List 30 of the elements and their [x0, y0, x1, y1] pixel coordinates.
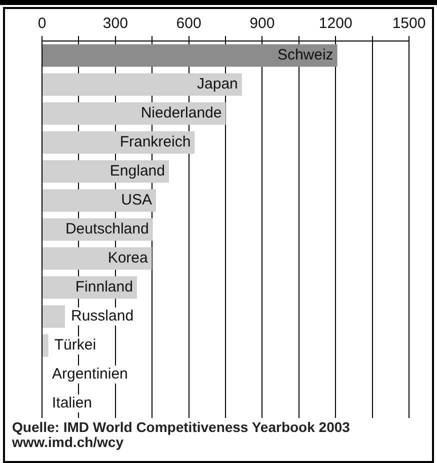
bar: [42, 334, 48, 357]
y-tick-label: Korea: [108, 250, 149, 267]
bar: [42, 73, 242, 96]
bar: [42, 247, 152, 270]
text: www.imd.ch/wcy: [12, 434, 125, 450]
bar: [42, 160, 169, 183]
x-tick-label: 900: [250, 15, 275, 32]
y-tick-label: England: [110, 162, 165, 180]
y-tick-label: Japan: [197, 76, 238, 93]
bar: [42, 44, 338, 67]
y-tick-label: Niederlande: [140, 104, 222, 122]
y-tick-label: Italien: [52, 394, 92, 412]
y-tick-label: Deutschland: [65, 220, 149, 238]
x-tick-label: 1200: [318, 15, 352, 32]
x-tick-label: 0: [38, 15, 46, 32]
source-note: Quelle: IMD World Competitiveness Yearbook 2003: [12, 419, 350, 435]
y-tick-label: Schweiz: [277, 46, 334, 64]
y-tick-label: Russland: [71, 308, 134, 325]
bar: [42, 131, 195, 154]
x-tick-label: 300: [102, 15, 128, 32]
x-tick-label: 1500: [392, 15, 426, 32]
bar: [42, 102, 226, 125]
y-tick-label: Frankreich: [120, 134, 191, 151]
bar: [42, 189, 156, 212]
x-tick-label: 600: [176, 15, 202, 32]
y-tick-label: Finnland: [75, 278, 133, 296]
bar: [42, 305, 65, 328]
y-tick-label: Türkei: [54, 336, 96, 354]
y-tick-label: USA: [121, 192, 152, 209]
y-tick-label: Argentinien: [52, 366, 128, 383]
